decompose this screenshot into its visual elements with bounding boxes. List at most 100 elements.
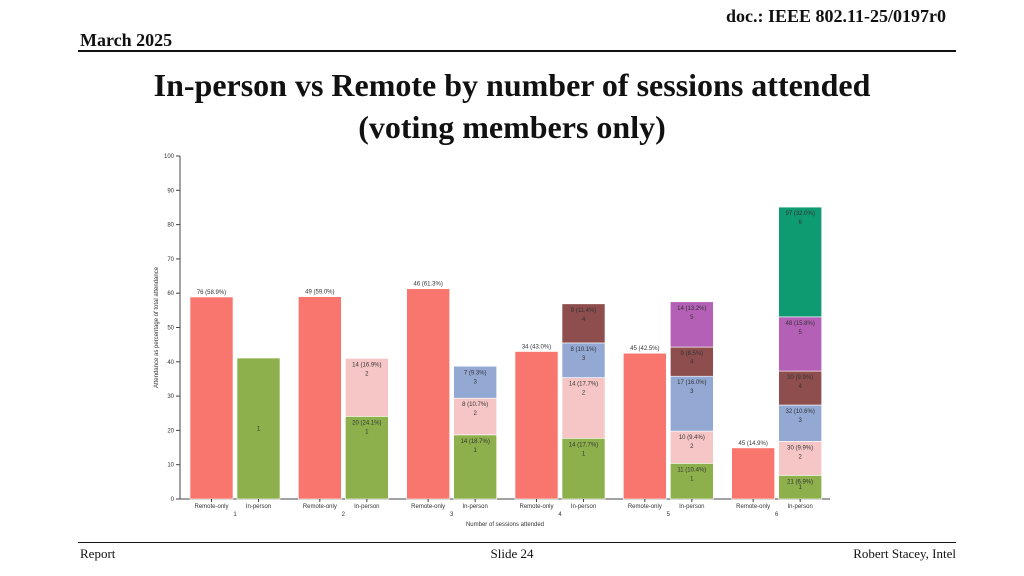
slide-title: In-person vs Remote by number of session… xyxy=(0,64,1024,148)
group-label: 1 xyxy=(233,512,237,518)
segment-level-label: 1 xyxy=(582,451,586,457)
data-label: 30 (9.9%) xyxy=(787,375,813,381)
segment-level-label: 3 xyxy=(582,356,586,362)
bar-segment xyxy=(514,351,559,500)
x-tick-label: In-person xyxy=(246,504,271,510)
bar-segment xyxy=(670,346,714,377)
segment-level-label: 2 xyxy=(365,371,369,377)
segment-level-label: 2 xyxy=(582,391,586,397)
bar-segment xyxy=(298,296,342,500)
segment-level-label: 4 xyxy=(798,384,802,390)
data-label: 9 (8.5%) xyxy=(680,351,703,357)
data-label: 9 (11.4%) xyxy=(571,308,597,314)
segment-level-label: 1 xyxy=(473,448,477,454)
y-tick-label: 20 xyxy=(167,428,174,434)
y-tick-label: 30 xyxy=(167,394,174,400)
segment-level-label: 1 xyxy=(365,429,369,435)
bar-segment xyxy=(345,358,389,417)
bar-segment xyxy=(236,357,281,500)
x-tick-label: Remote-only xyxy=(411,504,445,510)
y-tick-label: 80 xyxy=(167,223,174,229)
bar-segment xyxy=(561,437,606,500)
x-tick-label: Remote-only xyxy=(303,504,337,510)
x-tick-label: In-person xyxy=(679,504,704,510)
data-label: 30 (9.9%) xyxy=(787,445,813,451)
y-tick-label: 40 xyxy=(167,360,174,366)
data-label: 8 (10.7%) xyxy=(462,402,488,408)
x-tick-label: Remote-only xyxy=(194,504,228,510)
data-label: 8 (10.1%) xyxy=(570,347,596,353)
group-label: 5 xyxy=(667,512,671,518)
stacked-bar-chart: 0 10 20 30 40 50 60 70 80 90 100 Attendance as perc… xyxy=(154,154,830,528)
bar-segment xyxy=(731,447,775,500)
segment-level-label: 2 xyxy=(690,444,694,450)
data-label: 45 (14.9%) xyxy=(738,441,767,447)
y-tick-label: 60 xyxy=(167,291,174,297)
bar-segment xyxy=(189,296,234,500)
bar-segment xyxy=(561,377,606,439)
data-label: 17 (16.0%) xyxy=(677,380,706,386)
bar-segment xyxy=(453,365,497,399)
x-tick-label: Remote-only xyxy=(628,504,662,510)
data-label: 11 (10.4%) xyxy=(677,467,706,473)
bar-segment xyxy=(453,434,497,500)
x-tick-label: In-person xyxy=(571,504,596,510)
bar-segment xyxy=(778,206,822,318)
bar-segment xyxy=(670,430,714,464)
segment-level-label: 4 xyxy=(690,360,694,366)
segment-level-label: 5 xyxy=(798,330,802,336)
bar-segment xyxy=(778,404,822,442)
footer-left: Report xyxy=(80,546,116,561)
header-date: March 2025 xyxy=(80,30,173,50)
footer-author: Robert Stacey, Intel xyxy=(853,546,956,561)
segment-level-label: 3 xyxy=(798,418,802,424)
segment-level-label: 6 xyxy=(798,220,802,226)
x-axis-title: Number of sessions attended xyxy=(466,522,544,528)
data-label: 32 (10.6%) xyxy=(785,409,814,415)
data-label: 14 (17.7%) xyxy=(569,442,598,448)
data-label: 49 (59.0%) xyxy=(305,290,334,296)
data-label: 97 (32.0%) xyxy=(785,211,814,217)
group-label: 6 xyxy=(775,512,779,518)
bar-segment xyxy=(778,441,822,476)
group-label: 2 xyxy=(342,512,346,518)
bar-segment xyxy=(561,342,606,378)
data-label: 7 (9.3%) xyxy=(464,370,487,376)
data-label: 46 (61.3%) xyxy=(413,282,442,288)
segment-level-label: 1 xyxy=(690,476,694,482)
x-tick-label: Remote-only xyxy=(519,504,553,510)
data-label: 48 (15.8%) xyxy=(785,321,814,327)
bar-segment xyxy=(561,303,606,344)
y-tick-label: 0 xyxy=(171,497,175,503)
data-label: 45 (42.5%) xyxy=(630,346,659,352)
slide-title-line-1: In-person vs Remote by number of session… xyxy=(153,67,871,103)
segment-level-label: 3 xyxy=(473,379,477,385)
segment-level-label: 1 xyxy=(257,427,261,433)
y-tick-label: 90 xyxy=(167,188,174,194)
slide-number: Slide 24 xyxy=(490,546,534,561)
segment-level-label: 2 xyxy=(473,411,477,417)
data-label: 34 (43.0%) xyxy=(522,345,551,351)
bar-segment xyxy=(670,375,714,432)
segment-level-label: 4 xyxy=(582,317,586,323)
data-label: 14 (17.7%) xyxy=(569,382,598,388)
y-tick-label: 50 xyxy=(167,326,174,332)
segment-level-label: 1 xyxy=(798,485,802,491)
slide-title-line-2: (voting members only) xyxy=(358,109,666,145)
data-label: 14 (18.7%) xyxy=(460,439,489,445)
x-tick-label: In-person xyxy=(462,504,487,510)
data-label: 14 (13.2%) xyxy=(677,306,706,312)
bar-segment xyxy=(623,352,667,500)
x-tick-label: Remote-only xyxy=(736,504,770,510)
bar-segment xyxy=(453,397,497,436)
x-tick-label: In-person xyxy=(354,504,379,510)
data-label: 10 (9.4%) xyxy=(679,435,705,441)
segment-level-label: 5 xyxy=(690,315,694,321)
y-tick-label: 70 xyxy=(167,257,174,263)
group-label: 4 xyxy=(558,512,562,518)
y-axis-title: Attendance as percentage of total attend… xyxy=(154,266,160,388)
footer-rule xyxy=(78,542,956,543)
y-tick-label: 10 xyxy=(167,463,174,469)
x-tick-label: In-person xyxy=(787,504,812,510)
y-tick-label: 100 xyxy=(164,154,175,160)
